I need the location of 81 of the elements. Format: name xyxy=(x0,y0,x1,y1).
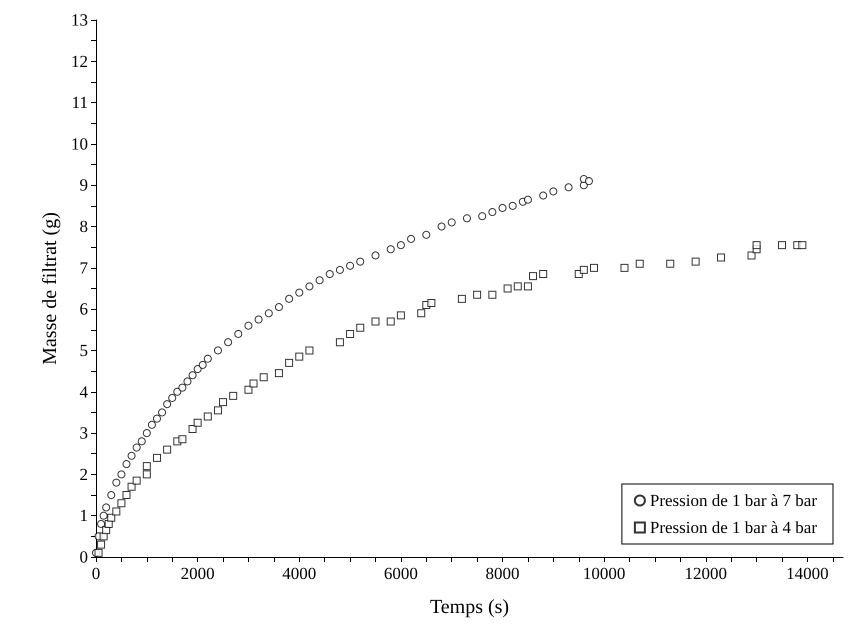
point xyxy=(224,338,232,346)
y-tick-label: 0 xyxy=(80,548,88,566)
x-tick-label: 2000 xyxy=(180,564,215,583)
x-tick-label: 0 xyxy=(92,564,100,583)
point xyxy=(295,288,304,297)
y-tick-label: 2 xyxy=(80,464,88,484)
point xyxy=(128,452,136,460)
point xyxy=(168,394,176,402)
point xyxy=(356,258,364,266)
point xyxy=(336,266,344,274)
point xyxy=(316,276,324,284)
point xyxy=(549,187,558,196)
x-tick-label: 10000 xyxy=(582,564,626,583)
y-tick-label: 10 xyxy=(71,134,88,154)
point xyxy=(371,251,380,260)
y-axis-title: Masse de filtrat (g) xyxy=(39,212,61,365)
point xyxy=(100,512,108,520)
point xyxy=(178,384,186,392)
y-tick-label: 8 xyxy=(80,217,88,236)
point xyxy=(183,377,192,386)
point xyxy=(274,303,283,312)
point xyxy=(244,322,252,330)
point xyxy=(498,204,507,212)
x-axis-title: Temps (s) xyxy=(430,596,510,618)
point xyxy=(326,270,334,278)
point xyxy=(152,414,161,423)
point xyxy=(188,371,197,380)
legend-label: Pression de 1 bar à 7 bar xyxy=(650,491,818,510)
point xyxy=(478,212,486,220)
y-tick-label: 7 xyxy=(80,258,88,278)
point xyxy=(173,388,182,396)
y-tick-label: 11 xyxy=(72,93,88,112)
point xyxy=(422,230,430,239)
point xyxy=(158,408,166,416)
point xyxy=(462,214,471,222)
point xyxy=(107,491,116,500)
point xyxy=(132,444,141,452)
y-tick-label: 12 xyxy=(71,52,88,71)
point xyxy=(97,520,106,528)
point xyxy=(163,400,172,408)
x-tick-label: 12000 xyxy=(684,564,728,583)
x-tick-label: 14000 xyxy=(786,564,829,583)
point xyxy=(539,192,548,200)
point xyxy=(438,222,446,231)
point xyxy=(524,196,532,204)
x-tick-label: 4000 xyxy=(282,564,316,583)
y-tick-label: 5 xyxy=(80,340,88,360)
point xyxy=(117,470,126,478)
point xyxy=(102,503,110,512)
point xyxy=(508,202,517,210)
point xyxy=(386,245,395,254)
x-tick-label: 6000 xyxy=(384,564,418,583)
point xyxy=(194,365,202,374)
point xyxy=(112,478,120,487)
point xyxy=(305,282,314,290)
point xyxy=(204,354,212,363)
point xyxy=(448,218,456,226)
point xyxy=(138,437,146,446)
point xyxy=(234,330,242,338)
y-tick-label: 6 xyxy=(80,300,88,319)
point xyxy=(214,346,222,354)
point xyxy=(264,309,273,318)
y-tick-label: 9 xyxy=(80,176,88,195)
point xyxy=(584,177,593,186)
point xyxy=(122,460,130,468)
point xyxy=(488,208,496,216)
point xyxy=(142,429,151,438)
point xyxy=(198,360,207,369)
y-tick-label: 3 xyxy=(80,424,88,443)
y-tick-label: 1 xyxy=(80,506,88,526)
point xyxy=(254,315,263,324)
point xyxy=(148,420,156,429)
x-tick-label: 8000 xyxy=(486,564,520,583)
point xyxy=(407,234,416,243)
point xyxy=(285,294,294,303)
point xyxy=(564,183,573,192)
y-tick-label: 13 xyxy=(71,10,88,30)
point xyxy=(396,241,405,250)
point xyxy=(346,262,354,270)
y-tick-label: 4 xyxy=(80,382,88,402)
legend-label: Pression de 1 bar à 4 bar xyxy=(650,518,818,537)
